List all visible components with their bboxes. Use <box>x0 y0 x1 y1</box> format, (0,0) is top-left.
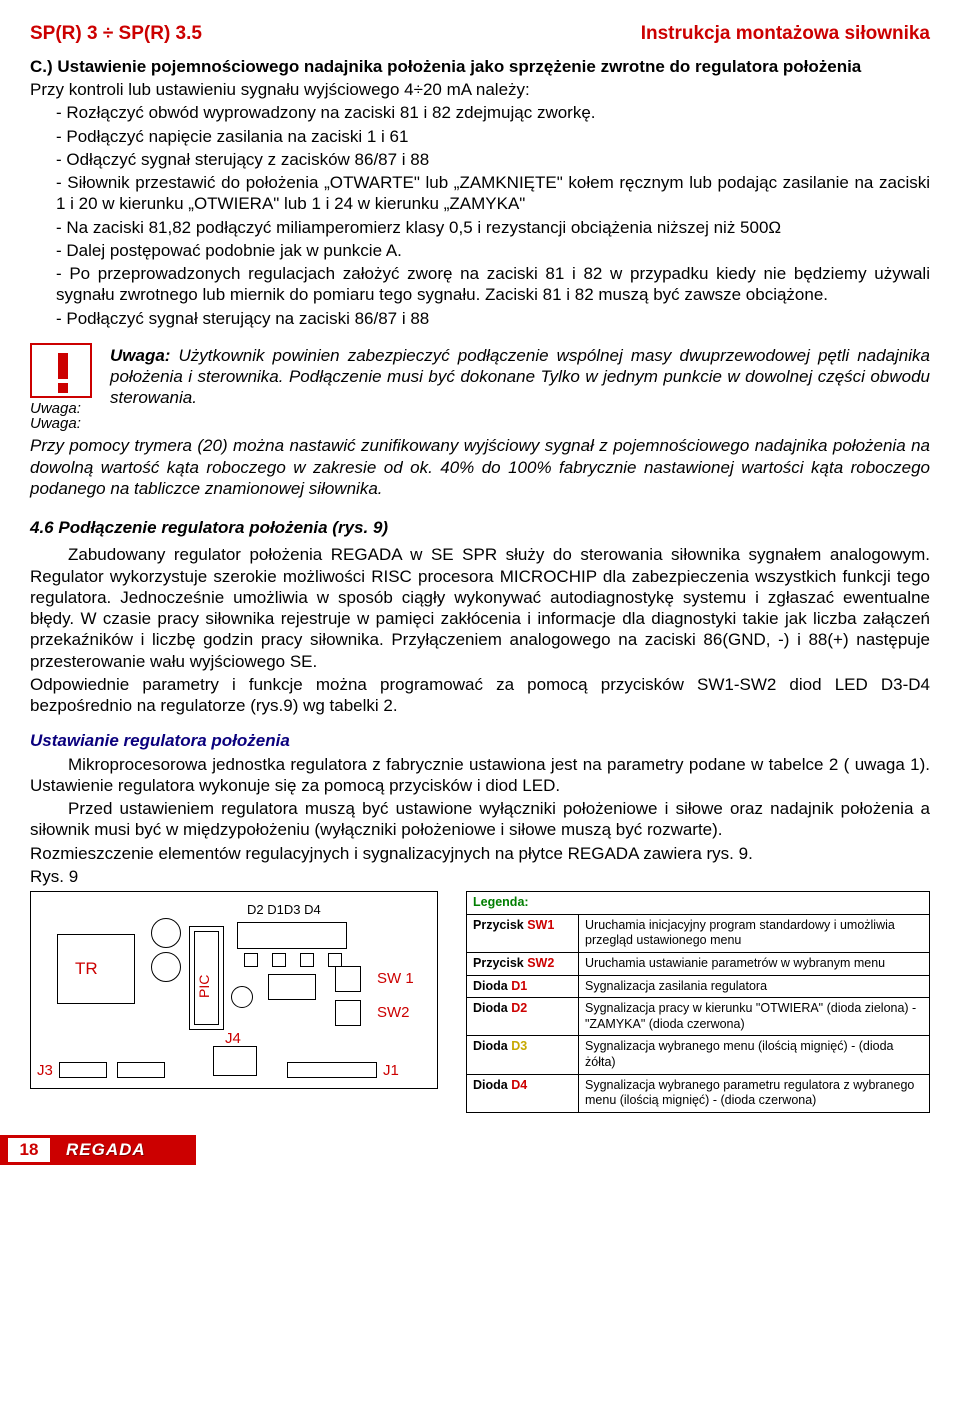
pcb-sw1-label: SW 1 <box>377 970 414 989</box>
bullet-5: - Na zaciski 81,82 podłączyć miliamperom… <box>30 217 930 238</box>
legend-key-1: Przycisk SW2 <box>467 952 579 975</box>
legend-table: Legenda: Przycisk SW1Uruchamia inicjacyj… <box>466 891 930 1113</box>
uwaga-text: Przy pomocy trymera (20) można nastawić … <box>30 435 930 499</box>
legend-key-4: Dioda D3 <box>467 1036 579 1074</box>
page-header: SP(R) 3 ÷ SP(R) 3.5 Instrukcja montażowa… <box>30 22 930 46</box>
bullet-1: - Rozłączyć obwód wyprowadzony na zacisk… <box>30 102 930 123</box>
heading-4-6: 4.6 Podłączenie regulatora położenia (ry… <box>30 517 930 538</box>
section-c-title: C.) Ustawienie pojemnościowego nadajnika… <box>30 56 930 77</box>
legend-val-1: Uruchamia ustawianie parametrów w wybran… <box>579 952 930 975</box>
pcb-sw2-label: SW2 <box>377 1004 410 1023</box>
ust-p2: Przed ustawieniem regulatora muszą być u… <box>30 798 930 841</box>
page-number: 18 <box>8 1138 50 1162</box>
legend-val-0: Uruchamia inicjacyjny program standardow… <box>579 914 930 952</box>
pcb-j1-label: J1 <box>383 1062 399 1081</box>
legend-key-5: Dioda D4 <box>467 1074 579 1112</box>
bullet-7: - Po przeprowadzonych regulacjach założy… <box>30 263 930 306</box>
legend-key-3: Dioda D2 <box>467 998 579 1036</box>
legend-key-0: Przycisk SW1 <box>467 914 579 952</box>
ust-p1: Mikroprocesorowa jednostka regulatora z … <box>30 754 930 797</box>
warning-icon <box>30 343 92 398</box>
bullet-8: - Podłączyć sygnał sterujący na zaciski … <box>30 308 930 329</box>
legend-val-4: Sygnalizacja wybranego menu (ilością mig… <box>579 1036 930 1074</box>
bullet-4: - Siłownik przestawić do położenia „OTWA… <box>30 172 930 215</box>
pcb-j4-label: J4 <box>225 1030 241 1049</box>
legend-val-2: Sygnalizacja zasilania regulatora <box>579 975 930 998</box>
pcb-diagram: TR PIC D2 D1D3 D4 SW 1 SW2 J4 J1 J3 <box>30 891 438 1089</box>
section-c-intro: Przy kontroli lub ustawieniu sygnału wyj… <box>30 79 930 100</box>
footer: 18 REGADA <box>0 1135 196 1165</box>
rys-label: Rys. 9 <box>30 866 930 887</box>
legend-key-2: Dioda D1 <box>467 975 579 998</box>
pcb-pic-label: PIC <box>196 975 214 998</box>
pcb-j3-label: J3 <box>37 1062 53 1081</box>
heading-ustawianie: Ustawianie regulatora położenia <box>30 730 930 751</box>
s46-p2: Odpowiednie parametry i funkcje można pr… <box>30 674 930 717</box>
bullet-3: - Odłączyć sygnał sterujący z zacisków 8… <box>30 149 930 170</box>
bullet-6: - Dalej postępować podobnie jak w punkci… <box>30 240 930 261</box>
header-left: SP(R) 3 ÷ SP(R) 3.5 <box>30 22 202 46</box>
s46-p1: Zabudowany regulator położenia REGADA w … <box>30 544 930 672</box>
pcb-tr-label: TR <box>75 958 98 979</box>
pcb-d-labels: D2 D1D3 D4 <box>247 902 321 918</box>
legend-header: Legenda: <box>467 892 930 915</box>
header-right: Instrukcja montażowa siłownika <box>641 22 930 46</box>
legend-val-5: Sygnalizacja wybranego parametru regulat… <box>579 1074 930 1112</box>
bullet-2: - Podłączyć napięcie zasilania na zacisk… <box>30 126 930 147</box>
footer-brand: REGADA <box>66 1139 146 1160</box>
ust-p3: Rozmieszczenie elementów regulacyjnych i… <box>30 843 930 864</box>
legend-val-3: Sygnalizacja pracy w kierunku "OTWIERA" … <box>579 998 930 1036</box>
warning-text: Uwaga: Użytkownik powinien zabezpieczyć … <box>110 345 930 419</box>
warning-block: Uwaga: Uwaga: Użytkownik powinien zabezp… <box>30 343 930 419</box>
